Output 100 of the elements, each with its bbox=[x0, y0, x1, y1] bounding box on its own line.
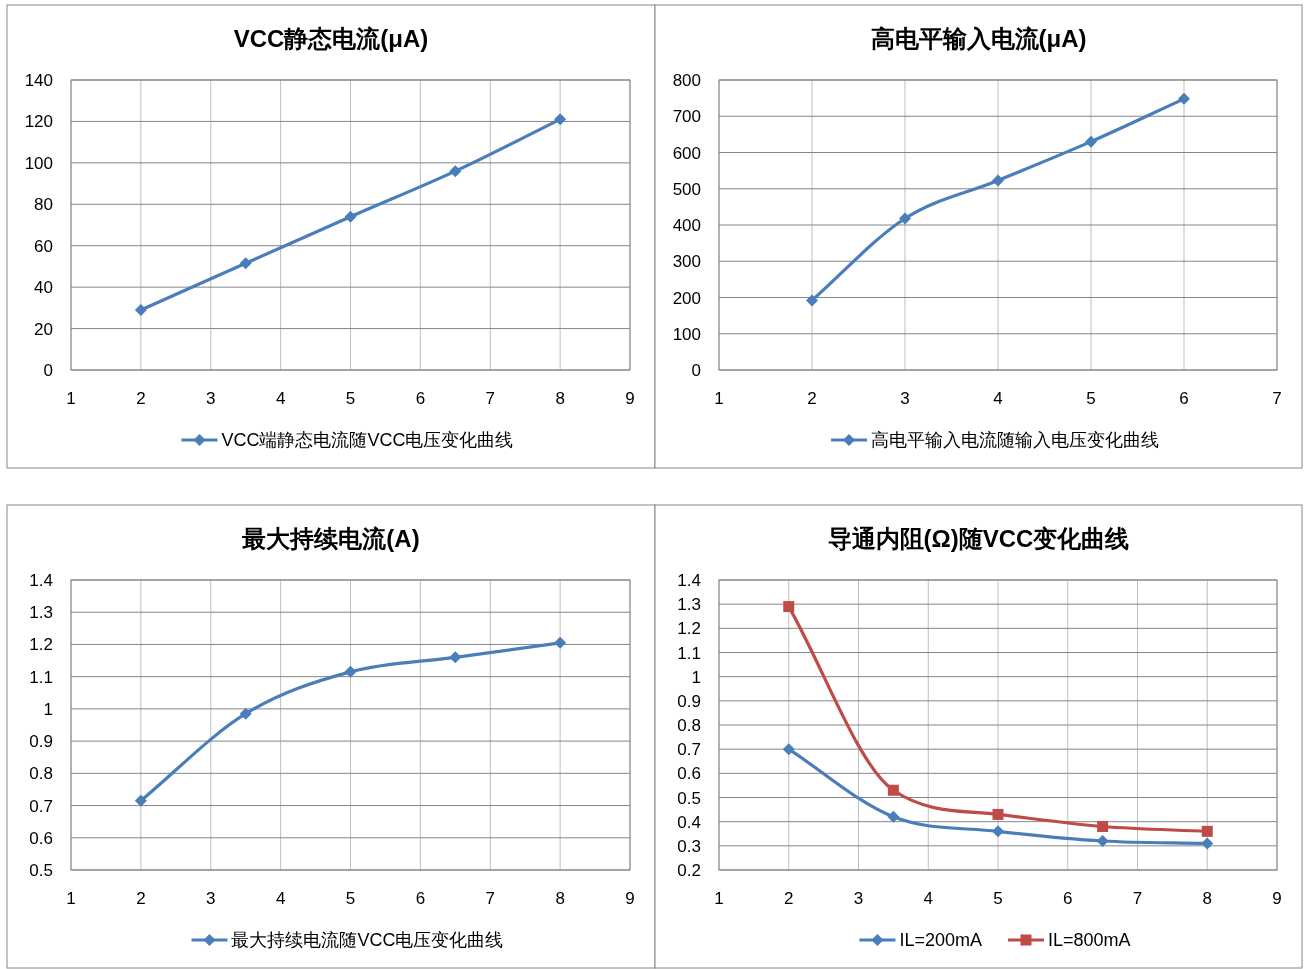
x-tick-label: 6 bbox=[1063, 889, 1073, 908]
x-tick-label: 8 bbox=[555, 889, 565, 908]
x-tick-label: 4 bbox=[275, 389, 286, 408]
point bbox=[554, 113, 567, 126]
y-tick-label: 1.1 bbox=[29, 667, 53, 687]
chart-title: 最大持续电流(A) bbox=[241, 525, 420, 552]
x-tick-label: 9 bbox=[625, 389, 635, 408]
y-tick-label: 1.2 bbox=[29, 635, 53, 655]
y-tick-label: 140 bbox=[24, 71, 53, 90]
x-tick-label: 1 bbox=[66, 889, 76, 908]
y-tick-label: 400 bbox=[672, 216, 701, 235]
legend-label: VCC端静态电流随VCC电压变化曲线 bbox=[221, 430, 514, 450]
point bbox=[992, 808, 1004, 820]
y-tick-label: 1 bbox=[43, 699, 53, 719]
point bbox=[449, 165, 462, 178]
y-tick-label: 1.3 bbox=[677, 595, 701, 615]
y-tick-label: 20 bbox=[34, 319, 53, 339]
y-tick-label: 0.8 bbox=[29, 764, 53, 784]
x-tick-label: 7 bbox=[485, 389, 495, 408]
y-tick-label: 0.3 bbox=[677, 836, 701, 856]
x-tick-label: 2 bbox=[136, 889, 146, 908]
legend-label: IL=800mA bbox=[1048, 930, 1131, 950]
y-tick-label: 0 bbox=[43, 361, 53, 380]
y-tick-label: 0.8 bbox=[677, 716, 701, 735]
point bbox=[344, 210, 357, 223]
y-tick-label: 100 bbox=[24, 153, 53, 173]
y-tick-label: 0.9 bbox=[29, 732, 53, 752]
y-tick-label: 300 bbox=[672, 252, 701, 272]
point bbox=[887, 784, 899, 796]
point bbox=[449, 651, 462, 664]
y-tick-label: 100 bbox=[672, 324, 701, 344]
y-tick-label: 1 bbox=[691, 667, 701, 687]
y-tick-label: 1.4 bbox=[677, 571, 701, 590]
y-tick-label: 1.1 bbox=[677, 643, 701, 663]
x-tick-label: 7 bbox=[1132, 889, 1143, 908]
point bbox=[1097, 821, 1109, 832]
point bbox=[1178, 92, 1190, 105]
y-tick-label: 0 bbox=[691, 361, 701, 380]
x-tick-label: 6 bbox=[1179, 389, 1189, 408]
point bbox=[992, 174, 1004, 187]
x-tick-label: 6 bbox=[415, 889, 426, 908]
point bbox=[239, 707, 252, 720]
x-tick-label: 4 bbox=[923, 889, 933, 908]
x-tick-label: 7 bbox=[485, 889, 495, 908]
x-tick-label: 8 bbox=[555, 389, 565, 408]
x-tick-label: 2 bbox=[784, 889, 794, 908]
y-tick-label: 700 bbox=[672, 107, 701, 127]
x-tick-label: 2 bbox=[807, 389, 817, 408]
y-tick-label: 0.5 bbox=[29, 861, 53, 880]
x-tick-label: 5 bbox=[993, 889, 1003, 908]
y-tick-label: 40 bbox=[34, 278, 53, 298]
y-tick-label: 500 bbox=[672, 179, 701, 199]
point bbox=[239, 257, 252, 270]
x-tick-label: 4 bbox=[993, 389, 1003, 408]
x-tick-label: 1 bbox=[714, 889, 724, 908]
y-tick-label: 1.4 bbox=[29, 571, 53, 590]
y-tick-label: 200 bbox=[672, 288, 701, 308]
point bbox=[134, 794, 147, 807]
y-tick-label: 0.9 bbox=[677, 691, 701, 711]
x-tick-label: 1 bbox=[66, 389, 76, 408]
x-tick-label: 8 bbox=[1202, 889, 1212, 908]
point bbox=[134, 303, 147, 316]
x-tick-label: 6 bbox=[415, 389, 426, 408]
x-tick-label: 2 bbox=[136, 389, 146, 408]
x-tick-label: 3 bbox=[853, 889, 864, 908]
point bbox=[344, 665, 357, 678]
x-tick-label: 5 bbox=[1086, 389, 1096, 408]
x-tick-label: 5 bbox=[345, 389, 356, 408]
legend-label: IL=200mA bbox=[899, 930, 982, 950]
y-tick-label: 0.2 bbox=[677, 861, 701, 880]
y-tick-label: 1.2 bbox=[677, 619, 701, 639]
x-tick-label: 9 bbox=[625, 889, 635, 908]
chart-title: 导通内阻(Ω)随VCC变化曲线 bbox=[827, 525, 1130, 552]
x-tick-label: 3 bbox=[206, 889, 216, 908]
y-tick-label: 800 bbox=[672, 71, 701, 90]
x-tick-label: 1 bbox=[714, 389, 724, 408]
legend-label: 高电平输入电流随输入电压变化曲线 bbox=[871, 430, 1159, 450]
y-tick-label: 0.7 bbox=[29, 796, 53, 816]
y-tick-label: 0.6 bbox=[677, 764, 701, 784]
point bbox=[992, 825, 1004, 838]
y-tick-label: 0.4 bbox=[677, 812, 701, 832]
point bbox=[1201, 825, 1213, 837]
point bbox=[782, 743, 795, 756]
y-tick-label: 120 bbox=[24, 112, 53, 132]
y-tick-label: 1.3 bbox=[29, 603, 53, 623]
point bbox=[783, 601, 795, 613]
point bbox=[554, 636, 567, 649]
chart-title: VCC静态电流(μA) bbox=[233, 25, 429, 52]
legend-label: 最大持续电流随VCC电压变化曲线 bbox=[231, 930, 504, 950]
x-tick-label: 3 bbox=[206, 389, 216, 408]
point bbox=[899, 212, 911, 225]
point bbox=[806, 294, 818, 307]
y-tick-label: 60 bbox=[34, 236, 53, 256]
y-tick-label: 600 bbox=[672, 143, 701, 163]
x-tick-label: 9 bbox=[1272, 889, 1282, 908]
point bbox=[887, 810, 900, 823]
x-tick-label: 4 bbox=[275, 889, 286, 908]
x-tick-label: 3 bbox=[900, 389, 910, 408]
point bbox=[1085, 135, 1097, 148]
y-tick-label: 80 bbox=[34, 195, 53, 215]
